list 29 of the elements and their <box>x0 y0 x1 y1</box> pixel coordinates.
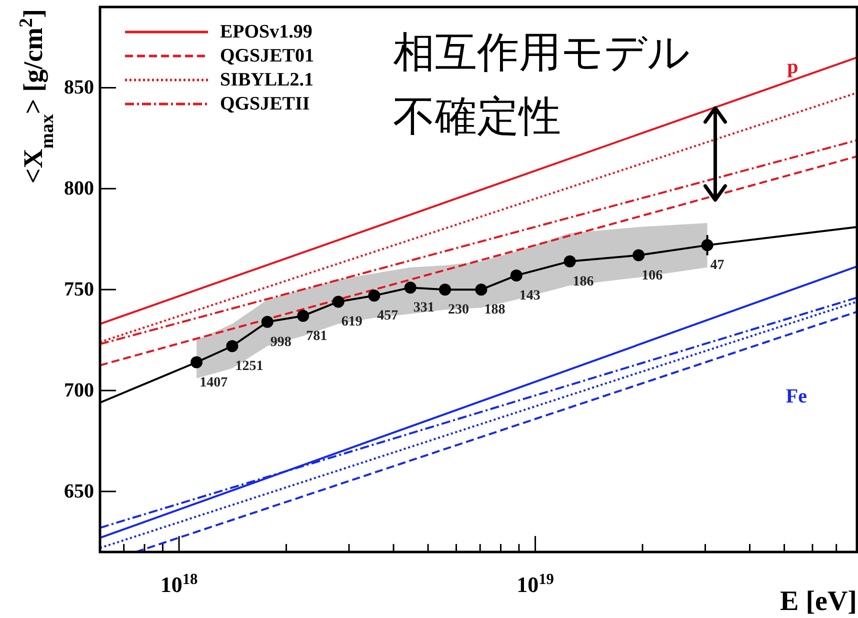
y-tick-label: 850 <box>64 76 94 99</box>
annotation: 230 <box>448 302 470 318</box>
annotation: p <box>787 56 798 78</box>
y-tick-label: 800 <box>64 178 94 200</box>
annotation: 619 <box>341 314 362 330</box>
annotation: 143 <box>519 288 540 304</box>
annotation: 781 <box>306 328 328 344</box>
annotation: 998 <box>270 334 292 350</box>
annotation: 1407 <box>200 375 228 390</box>
x-tick-label: 10$^{18}$ <box>160 570 198 597</box>
y-tick-label: 700 <box>64 380 94 402</box>
legend-label: EPOSv1.99 <box>220 22 312 42</box>
annotation: 106 <box>642 268 663 284</box>
legend-label: QGSJETII <box>220 94 310 114</box>
annotation: 47 <box>710 258 724 274</box>
annotation: 457 <box>377 308 398 324</box>
y-tick-label: 650 <box>64 480 94 502</box>
annotation: 186 <box>572 274 594 290</box>
annotation: 188 <box>484 302 506 318</box>
annotation: Fe <box>786 386 808 408</box>
annotation: 331 <box>413 300 434 316</box>
legend-label: QGSJET01 <box>220 46 314 66</box>
y-tick-label: 750 <box>64 278 94 301</box>
x-axis-title: E [eV] <box>780 586 857 617</box>
annotation: 相互作用モデル <box>392 28 690 77</box>
x-tick-label: 10$^{19}$ <box>516 570 554 597</box>
annotation: 不確定性 <box>392 92 561 140</box>
legend-label: SIBYLL2.1 <box>220 70 314 90</box>
annotation: 1251 <box>235 359 264 374</box>
